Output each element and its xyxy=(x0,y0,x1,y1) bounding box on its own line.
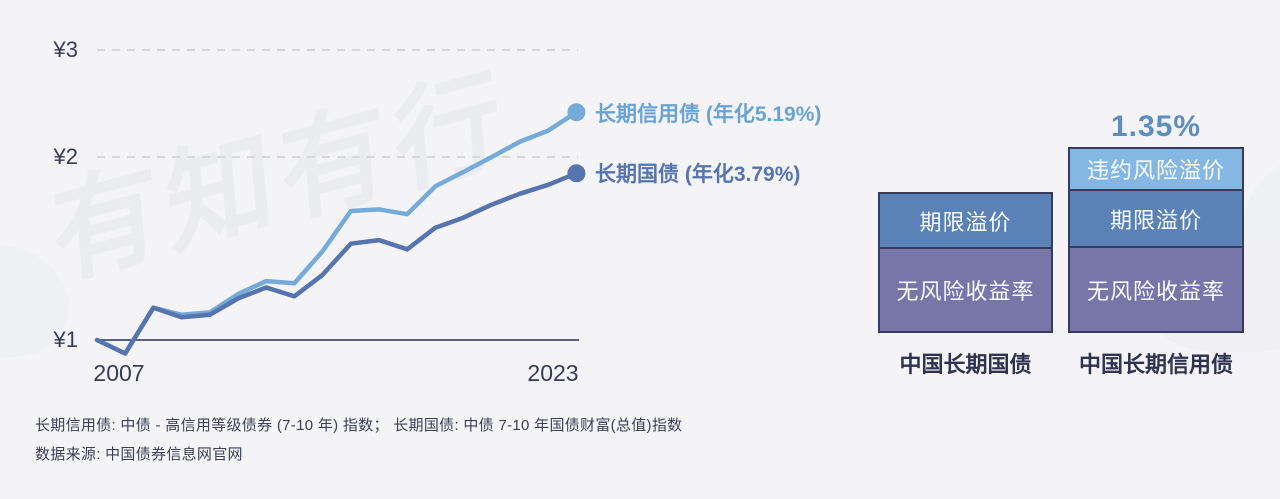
term-premium-label: 期限溢价 xyxy=(1109,207,1202,233)
default-risk-premium-value: 1.35% xyxy=(1110,110,1202,143)
y-axis-tick-3: ¥3 xyxy=(53,37,78,62)
risk-free-rate-label: 无风险收益率 xyxy=(896,279,1035,304)
y-axis-tick-2: ¥2 xyxy=(53,144,78,169)
x-axis-tick-2007: 2007 xyxy=(93,360,145,386)
credit-bond-stacked-bar: 违约风险溢价 期限溢价 无风险收益率 xyxy=(1068,147,1244,333)
series-endpoint-dot-0 xyxy=(567,103,586,122)
series-endpoint-dot-1 xyxy=(567,164,586,183)
footnote-index-definitions: 长期信用债: 中债 - 高信用等级债券 (7-10 年) 指数； 长期国债: 中… xyxy=(35,417,683,434)
term-premium-label: 期限溢价 xyxy=(919,209,1012,235)
x-axis-tick-2023: 2023 xyxy=(527,360,579,386)
credit-bar-caption: 中国长期信用债 xyxy=(1078,352,1233,377)
term-premium-segment: 期限溢价 xyxy=(880,194,1051,247)
risk-free-rate-label: 无风险收益率 xyxy=(1086,278,1225,304)
series-lines-group xyxy=(94,103,586,356)
legend-label-credit-bond: 长期信用债 (年化5.19%) xyxy=(595,103,822,126)
series-line-1 xyxy=(94,171,579,356)
risk-free-rate-segment: 无风险收益率 xyxy=(1070,246,1242,331)
footnote-data-source: 数据来源: 中国债券信息网官网 xyxy=(35,446,243,463)
default-risk-premium-segment: 违约风险溢价 xyxy=(1070,149,1242,189)
legend-label-treasury-bond: 长期国债 (年化3.79%) xyxy=(595,163,801,186)
term-premium-segment: 期限溢价 xyxy=(1070,189,1242,246)
risk-free-rate-segment: 无风险收益率 xyxy=(880,247,1051,331)
y-axis-tick-1: ¥1 xyxy=(53,327,78,352)
footnotes: 长期信用债: 中债 - 高信用等级债券 (7-10 年) 指数； 长期国债: 中… xyxy=(35,411,682,469)
series-line-0 xyxy=(94,109,579,356)
default-risk-premium-label: 违约风险溢价 xyxy=(1086,158,1225,183)
treasury-bond-stacked-bar: 期限溢价 无风险收益率 xyxy=(878,192,1053,333)
treasury-bar-caption: 中国长期国债 xyxy=(899,352,1032,377)
